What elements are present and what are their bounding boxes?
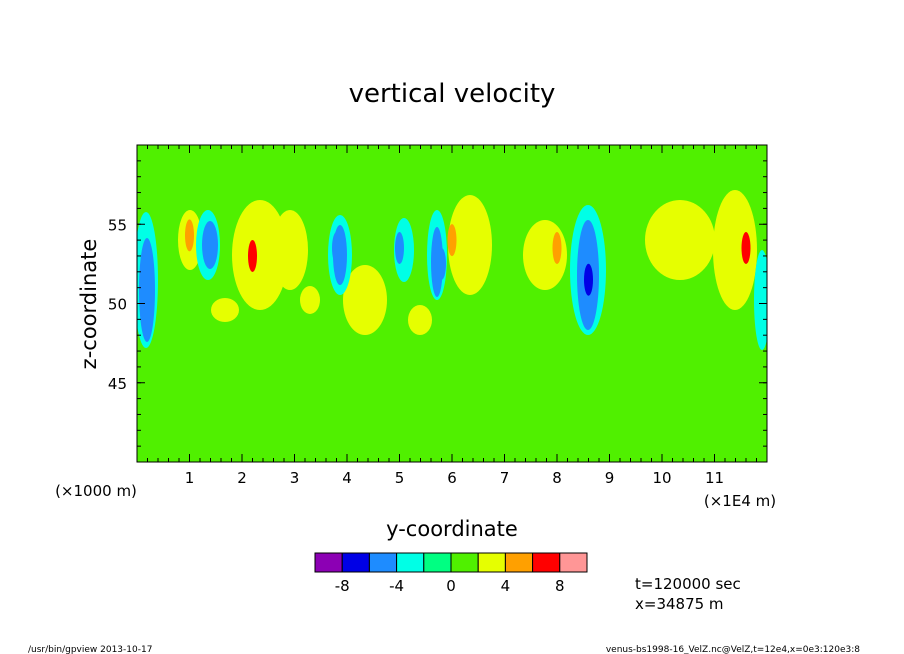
footer-right: venus-bs1998-16_VelZ.nc@VelZ,t=12e4,x=0e… — [606, 645, 860, 654]
colorbar-cell — [423, 552, 452, 573]
x-unit-right: (×1E4 m) — [704, 492, 776, 510]
annotation-time: t=120000 sec — [635, 575, 741, 593]
x-tick-label: 4 — [342, 469, 352, 487]
x-tick-label: 3 — [290, 469, 300, 487]
colorbar-cell — [341, 552, 370, 573]
colorbar-cell — [368, 552, 398, 573]
colorbar-cell — [532, 552, 561, 573]
chart-title: vertical velocity — [349, 79, 556, 109]
x-axis-label: y-coordinate — [386, 517, 518, 541]
x-tick-label: 7 — [500, 469, 510, 487]
feature-marks — [143, 219, 751, 312]
feature-mark-3 — [248, 239, 257, 272]
colorbar-label: -8 — [335, 577, 350, 595]
feature-mark-5 — [395, 232, 404, 265]
y-axis-ticks: 45 50 55 — [108, 160, 767, 447]
feature-mark-8 — [552, 232, 562, 265]
x-tick-label: 6 — [447, 469, 457, 487]
feature-mark-4 — [332, 232, 341, 265]
colorbar-label: -4 — [389, 577, 404, 595]
colorbar-cell — [314, 552, 343, 573]
y-tick-label: 55 — [108, 216, 127, 234]
x-tick-label: 2 — [237, 469, 247, 487]
annotation-position: x=34875 m — [635, 595, 724, 613]
colorbar-cell — [396, 552, 425, 573]
feature-mark-10 — [741, 232, 751, 265]
x-tick-label: 10 — [652, 469, 671, 487]
y-axis-label: z-coordinate — [77, 239, 101, 370]
feature-mark-7 — [447, 224, 457, 257]
y-tick-label: 45 — [108, 375, 127, 393]
colorbar-label: 0 — [446, 577, 456, 595]
feature-mark-1 — [206, 232, 215, 265]
x-tick-label: 5 — [395, 469, 405, 487]
colorbar-cell — [504, 552, 534, 573]
x-tick-label: 9 — [605, 469, 615, 487]
feature-mark-0 — [143, 279, 152, 312]
y-tick-label: 50 — [108, 296, 127, 314]
colorbar-cell — [477, 552, 506, 573]
feature-mark-2 — [185, 219, 194, 252]
x-tick-label: 1 — [185, 469, 195, 487]
x-unit-left: (×1000 m) — [55, 482, 137, 500]
colorbar-label: 4 — [501, 577, 511, 595]
colorbar: -8 -4 0 4 8 — [314, 552, 588, 595]
footer-left: /usr/bin/gpview 2013-10-17 — [28, 645, 152, 654]
x-tick-label: 11 — [705, 469, 724, 487]
colorbar-cell — [559, 552, 588, 573]
x-axis-ticks: 1 2 3 4 5 6 7 8 9 10 11 — [147, 145, 768, 487]
feature-mark-9 — [584, 263, 593, 296]
colorbar-label: 8 — [555, 577, 565, 595]
feature-mark-6 — [437, 247, 446, 280]
x-tick-label: 8 — [552, 469, 562, 487]
colorbar-cell — [450, 552, 479, 573]
